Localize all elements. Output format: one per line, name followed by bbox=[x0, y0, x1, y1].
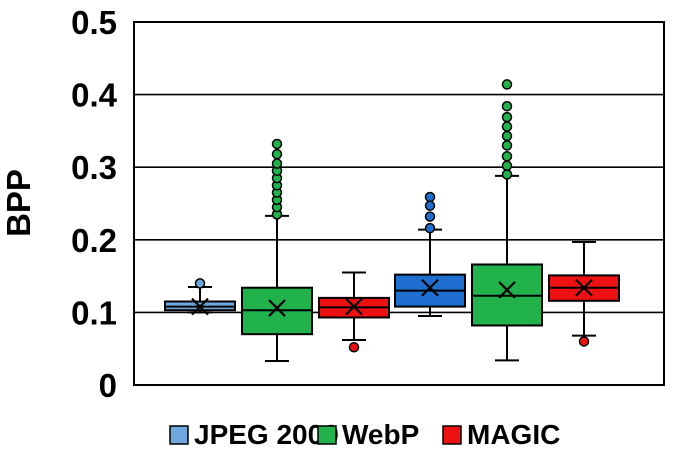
y-tick-label: 0 bbox=[99, 367, 117, 404]
legend-swatch bbox=[317, 425, 337, 445]
y-tick-label: 0.1 bbox=[71, 294, 117, 331]
outlier-point bbox=[501, 160, 513, 171]
outlier-point bbox=[271, 148, 283, 160]
outlier-point bbox=[578, 336, 590, 347]
legend-item: MAGIC bbox=[442, 419, 560, 450]
outlier-point bbox=[424, 211, 436, 222]
outlier-point bbox=[424, 222, 436, 234]
outlier-point bbox=[501, 169, 513, 180]
box-jpeg-2000 bbox=[394, 191, 466, 318]
legend-item: WebP bbox=[317, 419, 419, 450]
boxes bbox=[164, 79, 620, 363]
outlier-point bbox=[194, 278, 206, 289]
mean-marker bbox=[345, 297, 363, 316]
legend-label: WebP bbox=[342, 419, 419, 450]
legend-swatch bbox=[169, 425, 189, 445]
legend-swatch bbox=[442, 425, 462, 445]
mean-marker bbox=[268, 299, 286, 317]
outlier-point bbox=[501, 111, 513, 123]
mean-marker bbox=[575, 278, 593, 297]
plot-frame bbox=[133, 21, 665, 386]
mean-marker bbox=[421, 278, 439, 297]
box-jpeg-2000 bbox=[164, 278, 236, 316]
box-webp bbox=[471, 79, 543, 362]
outlier-point bbox=[501, 100, 513, 112]
outlier-point bbox=[271, 138, 283, 150]
outlier-point bbox=[501, 79, 513, 90]
mean-marker bbox=[498, 281, 516, 299]
outlier-point bbox=[348, 341, 360, 353]
y-tick-label: 0.5 bbox=[71, 4, 117, 41]
outlier-point bbox=[501, 151, 513, 162]
y-tick-labels: 0 0.1 0.2 0.3 0.4 0.5 bbox=[71, 4, 118, 404]
legend: JPEG 2000 WebP MAGIC bbox=[169, 419, 560, 450]
outlier-point bbox=[501, 130, 513, 142]
box-magic bbox=[318, 271, 390, 353]
y-tick-label: 0.3 bbox=[71, 149, 117, 186]
mean-marker bbox=[191, 297, 209, 316]
box-webp bbox=[241, 138, 313, 363]
gridlines bbox=[134, 93, 664, 314]
outlier-point bbox=[271, 158, 283, 169]
outlier-point bbox=[501, 140, 513, 151]
y-axis-label: BPP bbox=[0, 169, 37, 237]
outlier-point bbox=[501, 121, 513, 132]
y-tick-label: 0.2 bbox=[71, 222, 117, 259]
box-magic bbox=[548, 240, 620, 347]
outlier-point bbox=[424, 200, 436, 211]
legend-item: JPEG 2000 bbox=[169, 419, 339, 450]
legend-label: MAGIC bbox=[467, 419, 560, 450]
legend-label: JPEG 2000 bbox=[194, 419, 339, 450]
outlier-point bbox=[424, 191, 436, 203]
y-tick-label: 0.4 bbox=[71, 77, 118, 114]
